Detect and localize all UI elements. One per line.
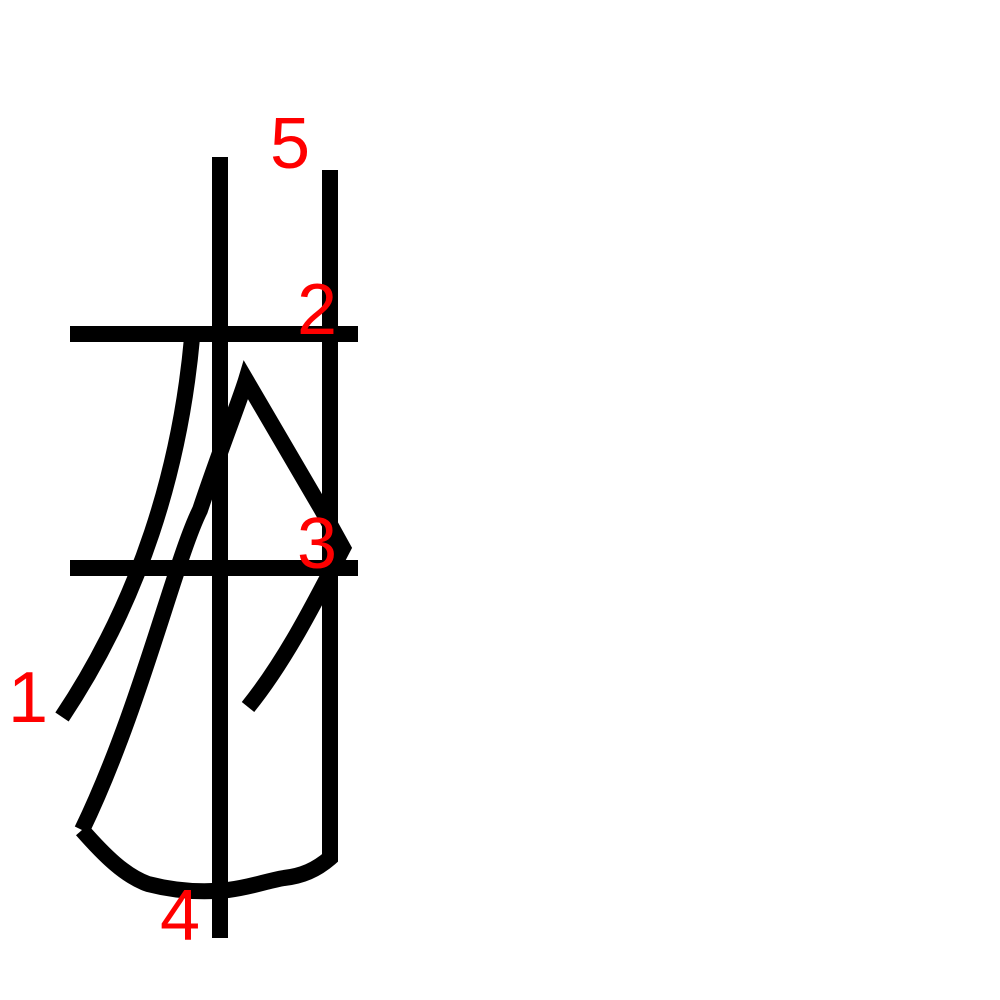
- stroke-label-3: 3: [297, 504, 337, 584]
- stroke-5-right-vertical-hook: [75, 170, 338, 900]
- stroke-1-left-curve: [55, 337, 200, 722]
- stroke-label-1: 1: [8, 658, 48, 738]
- stroke-label-2: 2: [297, 270, 337, 350]
- stroke-label-4: 4: [160, 876, 200, 956]
- stroke-label-5: 5: [270, 104, 310, 184]
